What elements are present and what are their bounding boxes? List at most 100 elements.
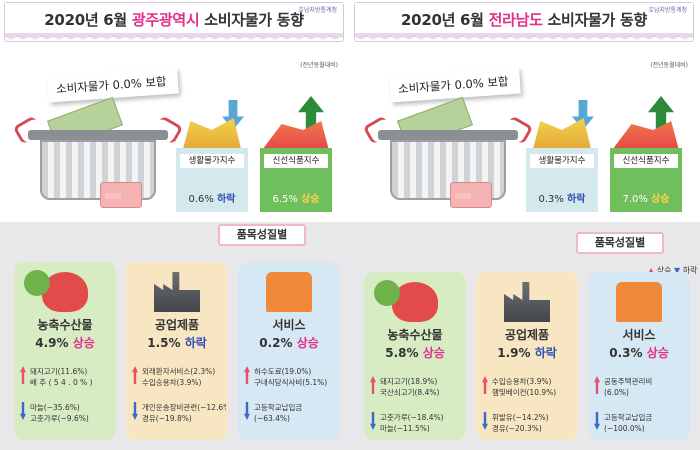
list-item: 공동주택관리비 <box>604 377 653 386</box>
agri-rate: 5.8% <box>385 346 423 360</box>
agri-up-list: 돼지고기(18.9%) 국산쇠고기(8.4%) <box>370 376 464 398</box>
agri-down-list: 마늘(−35.6%) 고춧가루(−9.6%) <box>20 402 114 424</box>
industrial-down-list: 휘발유(−14.2%) 경유(−20.3%) <box>482 412 576 434</box>
list-item: 햄및베이컨(10.9%) <box>492 388 557 397</box>
arrow-down-icon <box>244 402 250 420</box>
industrial-rate: 1.9% <box>497 346 535 360</box>
service-card: 서비스 0.3% 상승 공동주택관리비 (6.0%) 고등학교납입금 (−100… <box>588 272 690 440</box>
fresh-food-icon <box>613 121 679 148</box>
fresh-food-index-bag: 신선식품지수 7.0% 상승 <box>610 148 682 212</box>
service-up-list: 하수도료(19.0%) 구내식당식사비(5.1%) <box>244 366 338 388</box>
arrow-down-icon <box>370 412 376 430</box>
living-index-bag: 생활물가지수 0.6% 하락 <box>176 148 248 212</box>
list-item: 외래환자서비스(2.3%) <box>142 367 216 376</box>
agri-card: 농축수산물 4.9% 상승 돼지고기(11.6%) 배 추 ( 5 4 . 0 … <box>14 262 116 440</box>
train-icon <box>266 272 312 312</box>
living-index-direction: 하락 <box>217 194 236 205</box>
arrow-down-icon <box>20 402 26 420</box>
service-title: 서비스 <box>622 328 656 342</box>
list-item: 배 추 ( 5 4 . 0 % ) <box>30 378 93 387</box>
list-item: 수입승용차(3.9%) <box>142 378 202 387</box>
factory-icon <box>504 282 550 322</box>
category-header: 품목성질별 <box>218 224 306 246</box>
page-title: 2020년 6월 광주광역시 소비자물가 동향 <box>44 11 304 29</box>
industrial-card: 공업제품 1.9% 하락 수입승용차(3.9%) 햄및베이컨(10.9%) 휘발… <box>476 272 578 440</box>
jeonnam-panel: 2020년 6월 전라남도 소비자물가 동향 호남지방통계청 (전년동월대비) … <box>350 0 700 450</box>
agri-rate: 4.9% <box>35 336 73 350</box>
vegetable-icon <box>24 270 50 296</box>
list-item: (6.0%) <box>604 388 629 397</box>
industrial-up-list: 외래환자서비스(2.3%) 수입승용차(3.9%) <box>132 366 226 388</box>
factory-icon <box>154 272 200 312</box>
list-item: (−100.0%) <box>604 424 645 433</box>
cpi-summary-sign: 소비자물가 0.0% 보합 <box>389 67 521 103</box>
agri-direction: 상승 <box>422 346 445 360</box>
arrow-up-icon <box>594 376 600 394</box>
list-item: 개인운송장비관련(−12.6%) <box>142 403 226 412</box>
yoy-note: (전년동월대비) <box>300 62 338 69</box>
agri-down-list: 고춧가루(−18.4%) 마늘(−11.5%) <box>370 412 464 434</box>
list-item: 하수도료(19.0%) <box>254 367 312 376</box>
living-index-label: 생활물가지수 <box>530 154 594 168</box>
category-header: 품목성질별 <box>576 232 664 254</box>
fresh-food-index-direction: 상승 <box>651 194 670 205</box>
credit-card-icon <box>100 182 142 208</box>
service-direction: 상승 <box>646 346 669 360</box>
list-item: (−63.4%) <box>254 414 290 423</box>
region-name: 전라남도 <box>488 11 543 29</box>
list-item: 휘발유(−14.2%) <box>492 413 549 422</box>
industrial-up-list: 수입승용차(3.9%) 햄및베이컨(10.9%) <box>482 376 576 398</box>
service-up-list: 공동주택관리비 (6.0%) <box>594 376 688 398</box>
shopping-basket-icon <box>362 115 534 205</box>
region-name: 광주광역시 <box>131 11 200 29</box>
industrial-down-list: 개인운송장비관련(−12.6%) 경유(−19.8%) <box>132 402 226 424</box>
industrial-direction: 하락 <box>534 346 557 360</box>
cow-icon <box>392 282 438 322</box>
list-item: 마늘(−35.6%) <box>30 403 80 412</box>
service-title: 서비스 <box>272 318 306 332</box>
page-title: 2020년 6월 전라남도 소비자물가 동향 <box>401 11 647 29</box>
list-item: 고등학교납입금 <box>254 403 303 412</box>
agri-up-list: 돼지고기(11.6%) 배 추 ( 5 4 . 0 % ) <box>20 366 114 388</box>
service-down-list: 고등학교납입금 (−100.0%) <box>594 412 688 434</box>
industrial-title: 공업제품 <box>504 328 550 342</box>
list-item: 고등학교납입금 <box>604 413 653 422</box>
industrial-direction: 하락 <box>184 336 207 350</box>
arrow-up-icon <box>244 366 250 384</box>
arrow-down-icon <box>594 412 600 430</box>
living-index-bag: 생활물가지수 0.3% 하락 <box>526 148 598 212</box>
title-banner: 2020년 6월 광주광역시 소비자물가 동향 호남지방통계청 <box>4 2 344 45</box>
fresh-food-index-label: 신선식품지수 <box>614 154 678 168</box>
cow-icon <box>42 272 88 312</box>
credit-card-icon <box>450 182 492 208</box>
living-index-value: 0.3% <box>538 194 568 205</box>
gwangju-panel: 2020년 6월 광주광역시 소비자물가 동향 호남지방통계청 (전년동월대비)… <box>0 0 350 450</box>
fresh-food-index-bag: 신선식품지수 6.5% 상승 <box>260 148 332 212</box>
service-rate: 0.2% <box>259 336 297 350</box>
arrow-up-icon <box>482 376 488 394</box>
list-item: 국산쇠고기(8.4%) <box>380 388 440 397</box>
list-item: 수입승용차(3.9%) <box>492 377 552 386</box>
living-index-label: 생활물가지수 <box>180 154 244 168</box>
arrow-up-icon <box>20 366 26 384</box>
service-rate: 0.3% <box>609 346 647 360</box>
industrial-title: 공업제품 <box>154 318 200 332</box>
fresh-food-icon <box>263 121 329 148</box>
agri-direction: 상승 <box>72 336 95 350</box>
list-item: 고춧가루(−18.4%) <box>380 413 444 422</box>
arrow-up-icon <box>132 366 138 384</box>
industrial-rate: 1.5% <box>147 336 185 350</box>
title-banner: 2020년 6월 전라남도 소비자물가 동향 호남지방통계청 <box>354 2 694 45</box>
fresh-food-index-label: 신선식품지수 <box>264 154 328 168</box>
list-item: 고춧가루(−9.6%) <box>30 414 89 423</box>
arrow-down-icon <box>482 412 488 430</box>
agency-logo-text: 호남지방통계청 <box>648 7 687 14</box>
list-item: 돼지고기(11.6%) <box>30 367 88 376</box>
fresh-food-index-value: 6.5% <box>272 194 302 205</box>
service-card: 서비스 0.2% 상승 하수도료(19.0%) 구내식당식사비(5.1%) 고등… <box>238 262 340 440</box>
agency-logo-text: 호남지방통계청 <box>298 7 337 14</box>
list-item: 경유(−19.8%) <box>142 414 192 423</box>
list-item: 돼지고기(18.9%) <box>380 377 438 386</box>
fresh-food-index-value: 7.0% <box>622 194 652 205</box>
arrow-up-icon <box>370 376 376 394</box>
